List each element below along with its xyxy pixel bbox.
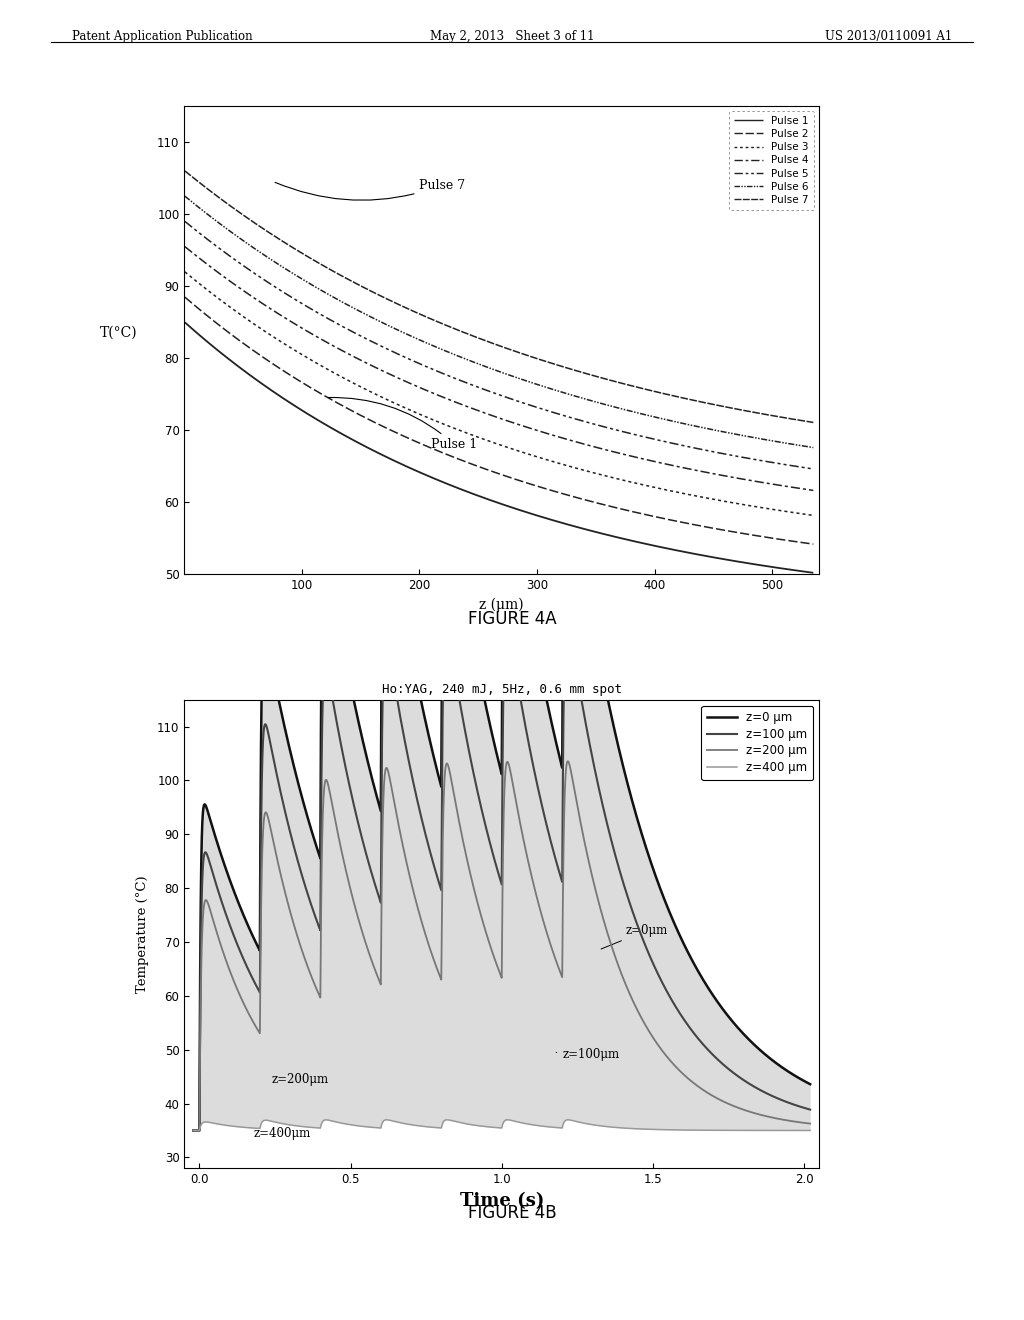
Text: May 2, 2013   Sheet 3 of 11: May 2, 2013 Sheet 3 of 11 — [430, 30, 594, 44]
Text: z=0μm: z=0μm — [601, 924, 668, 949]
Text: Pulse 1: Pulse 1 — [328, 397, 477, 451]
Legend: Pulse 1, Pulse 2, Pulse 3, Pulse 4, Pulse 5, Pulse 6, Pulse 7: Pulse 1, Pulse 2, Pulse 3, Pulse 4, Puls… — [728, 111, 814, 210]
X-axis label: Time (s): Time (s) — [460, 1192, 544, 1209]
Text: Patent Application Publication: Patent Application Publication — [72, 30, 252, 44]
Text: US 2013/0110091 A1: US 2013/0110091 A1 — [825, 30, 952, 44]
Legend: z=0 μm, z=100 μm, z=200 μm, z=400 μm: z=0 μm, z=100 μm, z=200 μm, z=400 μm — [701, 705, 813, 780]
Text: z=200μm: z=200μm — [272, 1073, 329, 1086]
Y-axis label: Temperature (°C): Temperature (°C) — [136, 875, 148, 993]
Y-axis label: T(°C): T(°C) — [99, 326, 137, 341]
Text: FIGURE 4A: FIGURE 4A — [468, 610, 556, 628]
Text: FIGURE 4B: FIGURE 4B — [468, 1204, 556, 1222]
Text: z=400μm: z=400μm — [254, 1127, 311, 1140]
Text: Pulse 7: Pulse 7 — [275, 178, 466, 201]
Text: z=100μm: z=100μm — [556, 1048, 620, 1061]
Title: Ho:YAG, 240 mJ, 5Hz, 0.6 mm spot: Ho:YAG, 240 mJ, 5Hz, 0.6 mm spot — [382, 682, 622, 696]
X-axis label: z (μm): z (μm) — [479, 598, 524, 612]
